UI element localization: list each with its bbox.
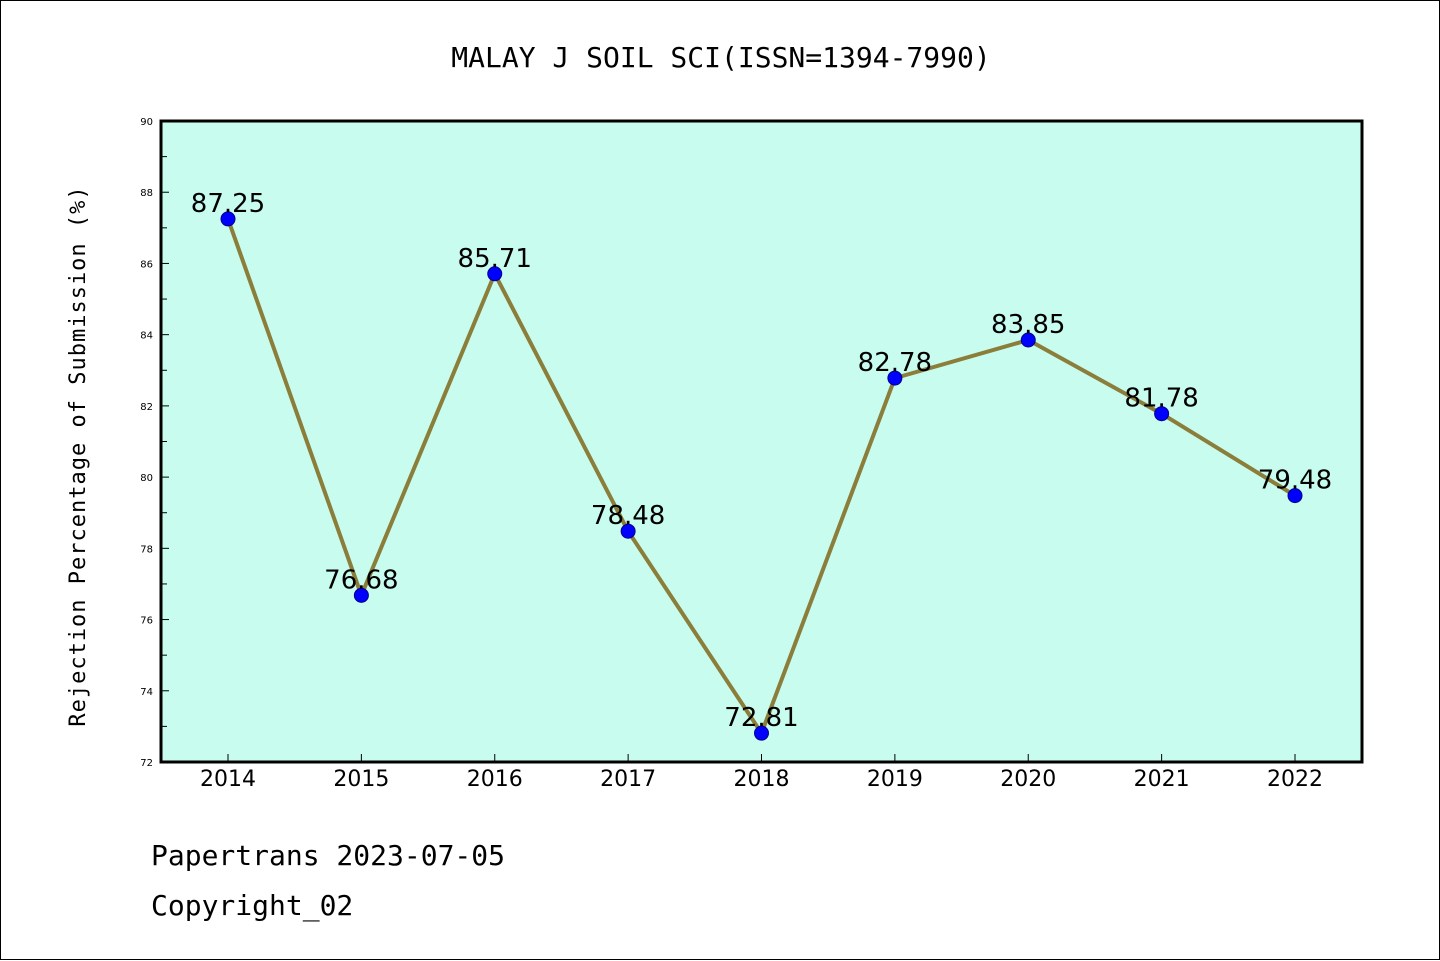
data-point <box>1020 332 1036 348</box>
y-tick-label: 78 <box>140 544 153 555</box>
data-label: 76.68 <box>324 565 398 595</box>
data-point <box>220 211 236 227</box>
y-tick-label: 74 <box>140 687 153 698</box>
data-point <box>1287 488 1303 504</box>
y-tick-label: 90 <box>140 117 153 128</box>
x-tick-label: 2020 <box>1000 767 1056 792</box>
y-tick-label: 82 <box>140 402 153 413</box>
data-label: 82.78 <box>858 348 932 378</box>
x-tick-label: 2014 <box>200 767 256 792</box>
y-tick-label: 88 <box>140 188 153 199</box>
series-rejection-rate <box>220 211 1303 741</box>
x-tick-label: 2017 <box>600 767 656 792</box>
x-tick-label: 2016 <box>467 767 523 792</box>
data-point <box>887 370 903 386</box>
data-point <box>1154 406 1170 422</box>
y-tick-label: 86 <box>140 259 153 270</box>
data-point <box>754 725 769 741</box>
chart-title: MALAY J SOIL SCI(ISSN=1394-7990) <box>451 41 990 74</box>
y-axis-label: Rejection Percentage of Submission (%) <box>66 185 91 726</box>
x-tick-label: 2018 <box>734 767 790 792</box>
x-axis: 2014 2015 2016 2017 2018 2019 2020 2021 2022 <box>200 754 1323 792</box>
data-label: 81.78 <box>1124 384 1198 414</box>
data-label: 72.81 <box>724 703 798 733</box>
x-tick-label: 2021 <box>1134 767 1190 792</box>
y-tick-label: 76 <box>140 616 153 627</box>
y-tick-label: 72 <box>140 758 153 769</box>
data-point <box>487 266 503 282</box>
plot-area <box>159 119 1364 764</box>
y-axis: 72 74 76 78 80 82 84 86 88 90 <box>140 117 169 769</box>
footer-copyright: Copyright_02 <box>151 889 353 923</box>
data-label: 79.48 <box>1258 466 1332 496</box>
x-tick-label: 2015 <box>333 767 389 792</box>
data-label: 85.71 <box>458 244 532 274</box>
data-label: 87.25 <box>191 189 265 219</box>
y-tick-label: 80 <box>140 473 153 484</box>
data-label: 83.85 <box>991 310 1065 340</box>
x-tick-label: 2019 <box>867 767 923 792</box>
x-tick-label: 2022 <box>1267 767 1323 792</box>
y-tick-label: 84 <box>140 331 153 342</box>
data-label: 78.48 <box>591 501 665 531</box>
footer-date: Papertrans 2023-07-05 <box>151 839 505 872</box>
data-labels: 87.25 76.68 85.71 78.48 72.81 82.78 83.85 81.78… <box>191 189 1332 733</box>
data-point <box>353 587 369 603</box>
data-point <box>620 523 636 539</box>
